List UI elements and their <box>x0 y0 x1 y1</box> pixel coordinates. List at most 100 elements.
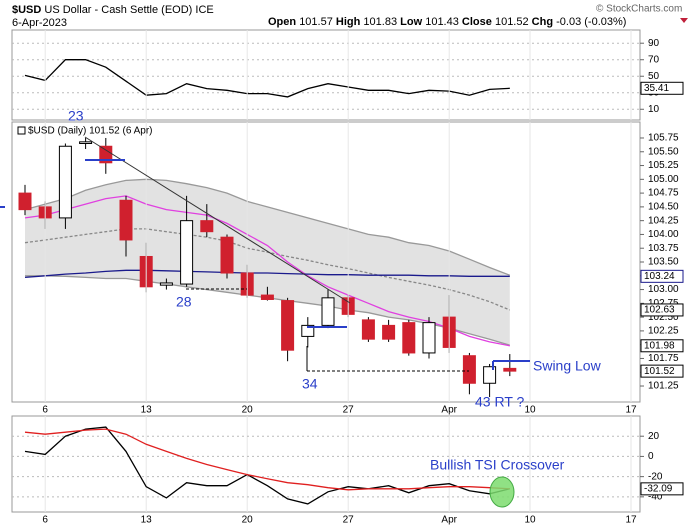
annotation: 43 RT ? <box>475 394 525 410</box>
x-tick-label: 17 <box>625 515 637 526</box>
x-tick-label: 10 <box>524 405 536 416</box>
annotation: Swing Low <box>533 358 602 374</box>
candle-body <box>159 282 173 286</box>
value-box-label: -32.09 <box>644 483 673 494</box>
y-tick-label: 10 <box>648 104 660 115</box>
annotation: Bullish TSI Crossover <box>430 457 565 473</box>
y-tick-label: -40 <box>648 491 663 502</box>
candle-body <box>58 145 72 219</box>
candle-body <box>382 324 396 340</box>
close-value: 101.52 <box>495 16 529 28</box>
price-legend: $USD (Daily) 101.52 (6 Apr) <box>28 126 153 137</box>
candle-body <box>18 192 32 211</box>
low-value: 101.43 <box>425 16 459 28</box>
close-label: Close <box>462 16 492 28</box>
x-tick-label: 10 <box>524 515 536 526</box>
y-tick-label: 103.50 <box>648 257 679 268</box>
y-tick-label: 103.00 <box>648 284 679 295</box>
tsi-panel <box>11 415 641 513</box>
y-tick-label: 105.50 <box>648 146 679 157</box>
value-box <box>640 364 684 378</box>
crossover-highlight <box>489 476 515 508</box>
candle-body <box>483 366 497 384</box>
instrument-name: US Dollar - Cash Settle (EOD) <box>44 4 192 16</box>
x-tick-label: Apr <box>441 515 457 526</box>
candle-body <box>220 236 234 274</box>
high-value: 101.83 <box>363 16 397 28</box>
candle-body <box>402 322 416 354</box>
high-label: High <box>336 16 361 28</box>
overlay-line <box>24 178 511 276</box>
y-tick-label: 20 <box>648 431 660 442</box>
plot-layer: 907050301035.41105.75105.50105.25105.001… <box>12 30 684 526</box>
candle-body <box>99 145 113 164</box>
ohlc-line: Open 101.57 High 101.83 Low 101.43 Close… <box>268 16 626 28</box>
x-tick-label: 27 <box>343 515 355 526</box>
value-box-label: 35.41 <box>644 83 669 94</box>
line-series <box>24 428 510 491</box>
candle-body <box>260 294 274 300</box>
overlay-line <box>24 269 510 279</box>
annotation: 28 <box>176 294 192 310</box>
annotation: 34 <box>302 376 318 392</box>
rsi-panel <box>11 29 641 121</box>
x-tick-label: 13 <box>141 405 153 416</box>
candle-body <box>361 319 375 340</box>
y-tick-label: 105.25 <box>648 160 679 171</box>
chg-value: -0.03 (-0.03%) <box>556 16 626 28</box>
header-line: $USD US Dollar - Cash Settle (EOD) ICE <box>12 4 214 16</box>
candle-body <box>119 199 133 241</box>
low-label: Low <box>400 16 422 28</box>
candle-body <box>301 324 315 337</box>
candle-body <box>79 141 93 144</box>
y-tick-label: 102.50 <box>648 312 679 323</box>
annotation: 23 <box>68 108 84 124</box>
y-tick-label: 104.00 <box>648 229 679 240</box>
x-tick-label: 27 <box>343 405 355 416</box>
candle-body <box>321 297 335 326</box>
value-box <box>640 269 684 283</box>
candle-body <box>422 322 436 354</box>
y-tick-label: -20 <box>648 471 663 482</box>
symbol: $USD <box>12 4 41 16</box>
x-tick-label: Apr <box>441 405 457 416</box>
band-fill <box>25 179 510 346</box>
value-box <box>640 303 684 317</box>
x-tick-label: 13 <box>141 515 153 526</box>
open-value: 101.57 <box>299 16 333 28</box>
y-tick-label: 104.50 <box>648 202 679 213</box>
y-tick-label: 70 <box>648 54 660 65</box>
value-box-label: 101.52 <box>644 366 675 377</box>
y-tick-label: 0 <box>648 451 654 462</box>
y-tick-label: 50 <box>648 71 660 82</box>
x-tick-label: 20 <box>242 405 254 416</box>
x-tick-label: 20 <box>242 515 254 526</box>
value-box-label: 102.63 <box>644 305 675 316</box>
y-tick-label: 101.25 <box>648 381 679 392</box>
y-tick-label: 90 <box>648 38 660 49</box>
line-series <box>24 426 510 505</box>
x-tick-label: 17 <box>625 405 637 416</box>
x-tick-label: 6 <box>42 405 48 416</box>
legend-icon <box>17 126 26 135</box>
y-tick-label: 101.75 <box>648 353 679 364</box>
y-tick-label: 104.25 <box>648 215 679 226</box>
down-arrow <box>680 18 688 23</box>
value-box-label: 103.24 <box>644 271 675 282</box>
overlay-line <box>24 228 511 311</box>
candle-body <box>462 355 476 384</box>
date: 6-Apr-2023 <box>12 17 67 29</box>
line-series <box>24 59 510 98</box>
candle-body <box>200 220 214 233</box>
value-box-label: 101.98 <box>644 340 675 351</box>
exchange: ICE <box>195 4 213 16</box>
open-label: Open <box>268 16 296 28</box>
copyright: © StockCharts.com <box>596 4 682 15</box>
candle-body <box>180 220 194 285</box>
y-tick-label: 104.75 <box>648 188 679 199</box>
chg-label: Chg <box>532 16 553 28</box>
y-tick-label: 103.75 <box>648 243 679 254</box>
value-box <box>640 482 684 496</box>
